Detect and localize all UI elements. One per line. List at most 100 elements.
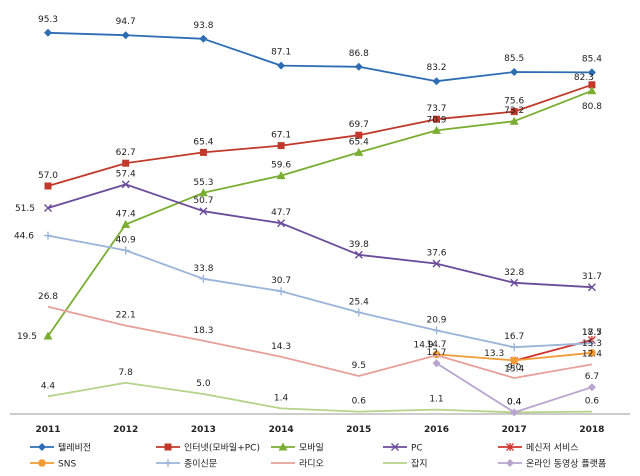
data-label: 17.7 (582, 328, 602, 338)
data-label: 40.9 (116, 235, 136, 245)
data-label: 14.3 (271, 342, 291, 352)
data-point (198, 188, 208, 197)
data-label: 1.1 (429, 395, 443, 405)
data-label: 15.3 (582, 339, 602, 349)
data-label: 57.0 (38, 171, 58, 181)
legend: 텔레비전 인터넷(모바일+PC) 모바일 PC 메신저 서비스 SNS 종이신문 라디오 잡지 온… (30, 442, 606, 470)
legend-label: PC (411, 444, 423, 454)
data-label: 47.4 (116, 209, 136, 219)
data-label: 55.3 (193, 178, 213, 188)
data-label: 31.7 (582, 272, 602, 282)
legend-entry: 잡지 (383, 458, 428, 470)
data-label: 32.8 (504, 268, 524, 278)
data-point (277, 61, 286, 70)
data-label: 0.4 (507, 397, 522, 407)
data-label: 67.1 (271, 131, 291, 141)
data-label: 75.6 (504, 97, 524, 107)
data-label: 65.4 (193, 137, 213, 147)
legend-entry: 라디오 (271, 459, 324, 470)
data-label: 0.6 (585, 397, 600, 407)
x-tick-label: 2013 (191, 425, 216, 435)
data-point (432, 359, 441, 368)
legend-label: 메신저 서비스 (526, 443, 579, 454)
data-label: 9.5 (352, 361, 366, 371)
x-tick-label: 2014 (269, 425, 294, 435)
series-line (47, 31, 592, 83)
data-point (432, 77, 441, 86)
legend-swatch-marker (506, 443, 514, 451)
data-label: 87.1 (271, 48, 291, 58)
legend-entry: 온라인 동영상 플랫폼 (498, 459, 606, 470)
legend-entry: PC (383, 443, 423, 454)
legend-label: 종이신문 (184, 459, 217, 470)
x-tick-label: 2017 (502, 425, 527, 435)
data-point (433, 115, 440, 123)
data-label: 47.7 (271, 208, 291, 218)
data-point (587, 68, 596, 77)
series-line (47, 305, 593, 379)
data-label: 59.6 (271, 161, 291, 171)
legend-swatch-marker (164, 443, 172, 451)
x-tick-label: 2012 (113, 425, 138, 435)
legend-entry: 텔레비전 (30, 442, 91, 454)
legend-label: 텔레비전 (58, 442, 91, 454)
legend-swatch-marker (391, 443, 399, 451)
data-label: 73.2 (504, 106, 524, 116)
data-point (277, 287, 286, 296)
data-label: 25.4 (349, 297, 369, 307)
data-point (510, 408, 519, 417)
x-tick-label: 2018 (579, 425, 604, 435)
series-1 (44, 81, 596, 190)
data-label: 4.4 (41, 381, 56, 391)
data-point (588, 349, 596, 357)
series-7 (47, 305, 593, 379)
data-label: 6.7 (585, 372, 599, 382)
data-point (277, 142, 285, 150)
data-label: 12.4 (582, 349, 602, 359)
data-point (122, 159, 130, 167)
data-point (587, 383, 596, 392)
legend-swatch-marker (278, 442, 288, 451)
data-label: 13.3 (484, 349, 504, 359)
data-point (199, 274, 208, 283)
data-label: 7.8 (119, 368, 134, 378)
axis-layer: 2011 2012 2013 2014 2015 2016 2017 2018 (10, 413, 630, 435)
series-line (47, 89, 593, 337)
data-point (44, 204, 52, 212)
data-point (199, 148, 207, 156)
data-label: 33.8 (193, 264, 213, 274)
data-point (432, 259, 441, 268)
data-point (199, 34, 208, 43)
data-label: 37.6 (426, 249, 446, 259)
data-label: 20.9 (426, 315, 446, 325)
data-label: 12.7 (426, 348, 446, 358)
data-label: 73.7 (426, 104, 446, 114)
data-label: 22.1 (116, 311, 136, 321)
data-label: 13.4 (504, 364, 524, 374)
data-label: 44.6 (14, 232, 34, 242)
legend-label: SNS (58, 460, 76, 470)
data-point (509, 116, 519, 125)
data-label: 19.5 (17, 332, 37, 342)
series-6 (44, 231, 596, 352)
legend-swatch-marker (506, 459, 514, 467)
series-8 (47, 381, 592, 414)
data-label: 62.7 (116, 148, 136, 158)
data-point (354, 250, 363, 259)
legend-swatch-marker (38, 459, 46, 467)
data-label: 18.5 (582, 328, 602, 338)
data-point (432, 125, 441, 134)
data-label: 16.7 (504, 332, 524, 342)
legend-entry: 인터넷(모바일+PC) (156, 443, 260, 454)
data-label: 18.3 (193, 326, 213, 336)
data-point (199, 207, 208, 216)
data-point (587, 339, 596, 348)
data-label: 26.8 (38, 292, 58, 302)
data-point (588, 81, 596, 89)
legend-entry: 종이신문 (156, 459, 217, 470)
legend-label: 잡지 (411, 458, 428, 470)
data-label: 70.9 (426, 115, 446, 125)
data-label: 30.7 (271, 276, 291, 286)
series-0 (44, 28, 596, 86)
